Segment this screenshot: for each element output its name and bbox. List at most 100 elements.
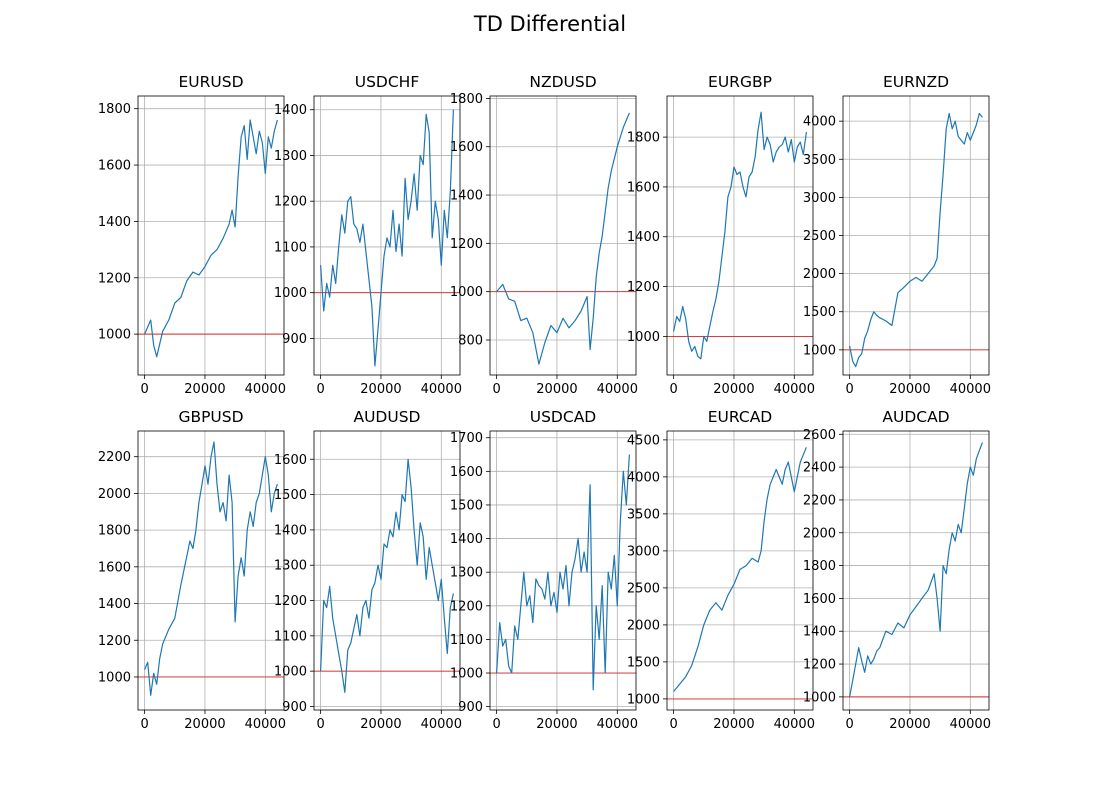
y-tick-label: 1500 bbox=[803, 305, 836, 320]
y-tick-label: 1400 bbox=[98, 597, 131, 612]
subplot-gbpusd: 0 20000 40000 1000 1200 1400 1600 1800 2000 2200 G… bbox=[98, 408, 286, 732]
y-tick-label: 1200 bbox=[450, 599, 483, 614]
y-tick-label: 1800 bbox=[98, 102, 131, 117]
x-tick-label: 20000 bbox=[360, 382, 401, 397]
y-tick-label: 1100 bbox=[450, 633, 483, 648]
y-tick-label: 4000 bbox=[803, 115, 836, 130]
x-tick-label: 40000 bbox=[421, 382, 462, 397]
y-tick-label: 2500 bbox=[803, 229, 836, 244]
subplot-title: AUDUSD bbox=[353, 408, 420, 426]
axes-frame bbox=[666, 430, 814, 711]
y-tick-label: 1800 bbox=[450, 92, 483, 107]
y-tick-label: 2000 bbox=[627, 618, 660, 633]
y-tick-label: 1800 bbox=[627, 131, 660, 146]
y-tick-label: 1800 bbox=[803, 559, 836, 574]
y-tick-label: 900 bbox=[282, 700, 307, 715]
subplot-title: NZDUSD bbox=[529, 73, 596, 91]
axes-frame bbox=[137, 430, 285, 711]
y-tick-label: 1000 bbox=[627, 692, 660, 707]
y-tick-label: 1600 bbox=[98, 560, 131, 575]
axes-frame bbox=[313, 430, 461, 711]
x-tick-label: 0 bbox=[316, 717, 324, 732]
x-tick-label: 0 bbox=[669, 717, 677, 732]
x-tick-label: 20000 bbox=[713, 382, 754, 397]
y-tick-label: 1400 bbox=[98, 215, 131, 230]
y-tick-label: 1500 bbox=[274, 488, 307, 503]
y-tick-label: 1200 bbox=[274, 594, 307, 609]
y-tick-label: 1000 bbox=[627, 330, 660, 345]
y-tick-label: 1000 bbox=[803, 343, 836, 358]
x-tick-label: 0 bbox=[492, 717, 500, 732]
x-tick-label: 40000 bbox=[950, 382, 991, 397]
y-tick-label: 1600 bbox=[803, 592, 836, 607]
y-tick-label: 4500 bbox=[627, 433, 660, 448]
y-tick-label: 1000 bbox=[274, 665, 307, 680]
y-tick-label: 1600 bbox=[627, 180, 660, 195]
y-tick-label: 2000 bbox=[98, 487, 131, 502]
data-line bbox=[144, 119, 278, 358]
y-tick-label: 4000 bbox=[627, 470, 660, 485]
x-tick-label: 20000 bbox=[536, 717, 577, 732]
subplot-eurusd: 0 20000 40000 1000 1200 1400 1600 1800 EURUSD bbox=[98, 73, 286, 397]
y-tick-label: 1400 bbox=[450, 532, 483, 547]
subplot-eurgbp: 0 20000 40000 1000 1200 1400 1600 1800 EURGBP bbox=[627, 73, 815, 397]
x-tick-label: 20000 bbox=[713, 717, 754, 732]
x-tick-label: 40000 bbox=[774, 717, 815, 732]
y-tick-label: 3500 bbox=[627, 507, 660, 522]
axes-frame bbox=[489, 430, 637, 711]
y-tick-label: 900 bbox=[458, 700, 483, 715]
y-tick-label: 1300 bbox=[274, 149, 307, 164]
x-tick-label: 0 bbox=[669, 382, 677, 397]
y-tick-label: 1200 bbox=[627, 280, 660, 295]
data-line bbox=[496, 454, 630, 691]
y-tick-label: 1000 bbox=[98, 670, 131, 685]
y-tick-label: 2200 bbox=[803, 493, 836, 508]
x-tick-label: 40000 bbox=[774, 382, 815, 397]
axes-frame bbox=[137, 95, 285, 376]
y-tick-label: 1200 bbox=[274, 195, 307, 210]
data-line bbox=[673, 111, 807, 360]
y-tick-label: 2000 bbox=[803, 267, 836, 282]
subplot-title: USDCHF bbox=[355, 73, 420, 91]
y-tick-label: 1300 bbox=[274, 559, 307, 574]
subplot-title: USDCAD bbox=[530, 408, 597, 426]
subplot-audcad: 0 20000 40000 1000 1200 1400 1600 1800 2000 2200 2… bbox=[803, 408, 991, 732]
subplot-title: EURGBP bbox=[708, 73, 772, 91]
y-tick-label: 1100 bbox=[274, 629, 307, 644]
y-tick-label: 1800 bbox=[98, 524, 131, 539]
x-tick-label: 40000 bbox=[597, 717, 638, 732]
y-tick-label: 1000 bbox=[450, 667, 483, 682]
y-tick-label: 1600 bbox=[450, 465, 483, 480]
subplot-title: AUDCAD bbox=[882, 408, 949, 426]
y-tick-label: 1000 bbox=[98, 328, 131, 343]
y-tick-label: 1400 bbox=[627, 230, 660, 245]
y-tick-label: 2400 bbox=[803, 461, 836, 476]
y-tick-label: 1400 bbox=[803, 625, 836, 640]
data-line bbox=[144, 441, 278, 696]
data-line bbox=[320, 458, 454, 693]
subplot-audusd: 0 20000 40000 900 1000 1100 1200 1300 1400 1500 16… bbox=[274, 408, 462, 732]
x-tick-label: 0 bbox=[140, 717, 148, 732]
axes-frame bbox=[313, 95, 461, 376]
y-tick-label: 1400 bbox=[274, 103, 307, 118]
x-tick-label: 0 bbox=[845, 382, 853, 397]
x-tick-label: 20000 bbox=[889, 717, 930, 732]
x-tick-label: 20000 bbox=[184, 717, 225, 732]
figure-title: TD Differential bbox=[473, 12, 627, 36]
data-line bbox=[673, 447, 807, 692]
x-tick-label: 40000 bbox=[245, 382, 286, 397]
y-tick-label: 2600 bbox=[803, 428, 836, 443]
y-tick-label: 1000 bbox=[803, 690, 836, 705]
data-line bbox=[849, 112, 983, 368]
axes-frame bbox=[489, 95, 637, 376]
y-tick-label: 3000 bbox=[627, 544, 660, 559]
x-tick-label: 0 bbox=[316, 382, 324, 397]
axes-frame bbox=[666, 95, 814, 376]
x-tick-label: 20000 bbox=[889, 382, 930, 397]
x-tick-label: 20000 bbox=[536, 382, 577, 397]
x-tick-label: 20000 bbox=[360, 717, 401, 732]
y-tick-label: 2500 bbox=[627, 581, 660, 596]
x-tick-label: 20000 bbox=[184, 382, 225, 397]
